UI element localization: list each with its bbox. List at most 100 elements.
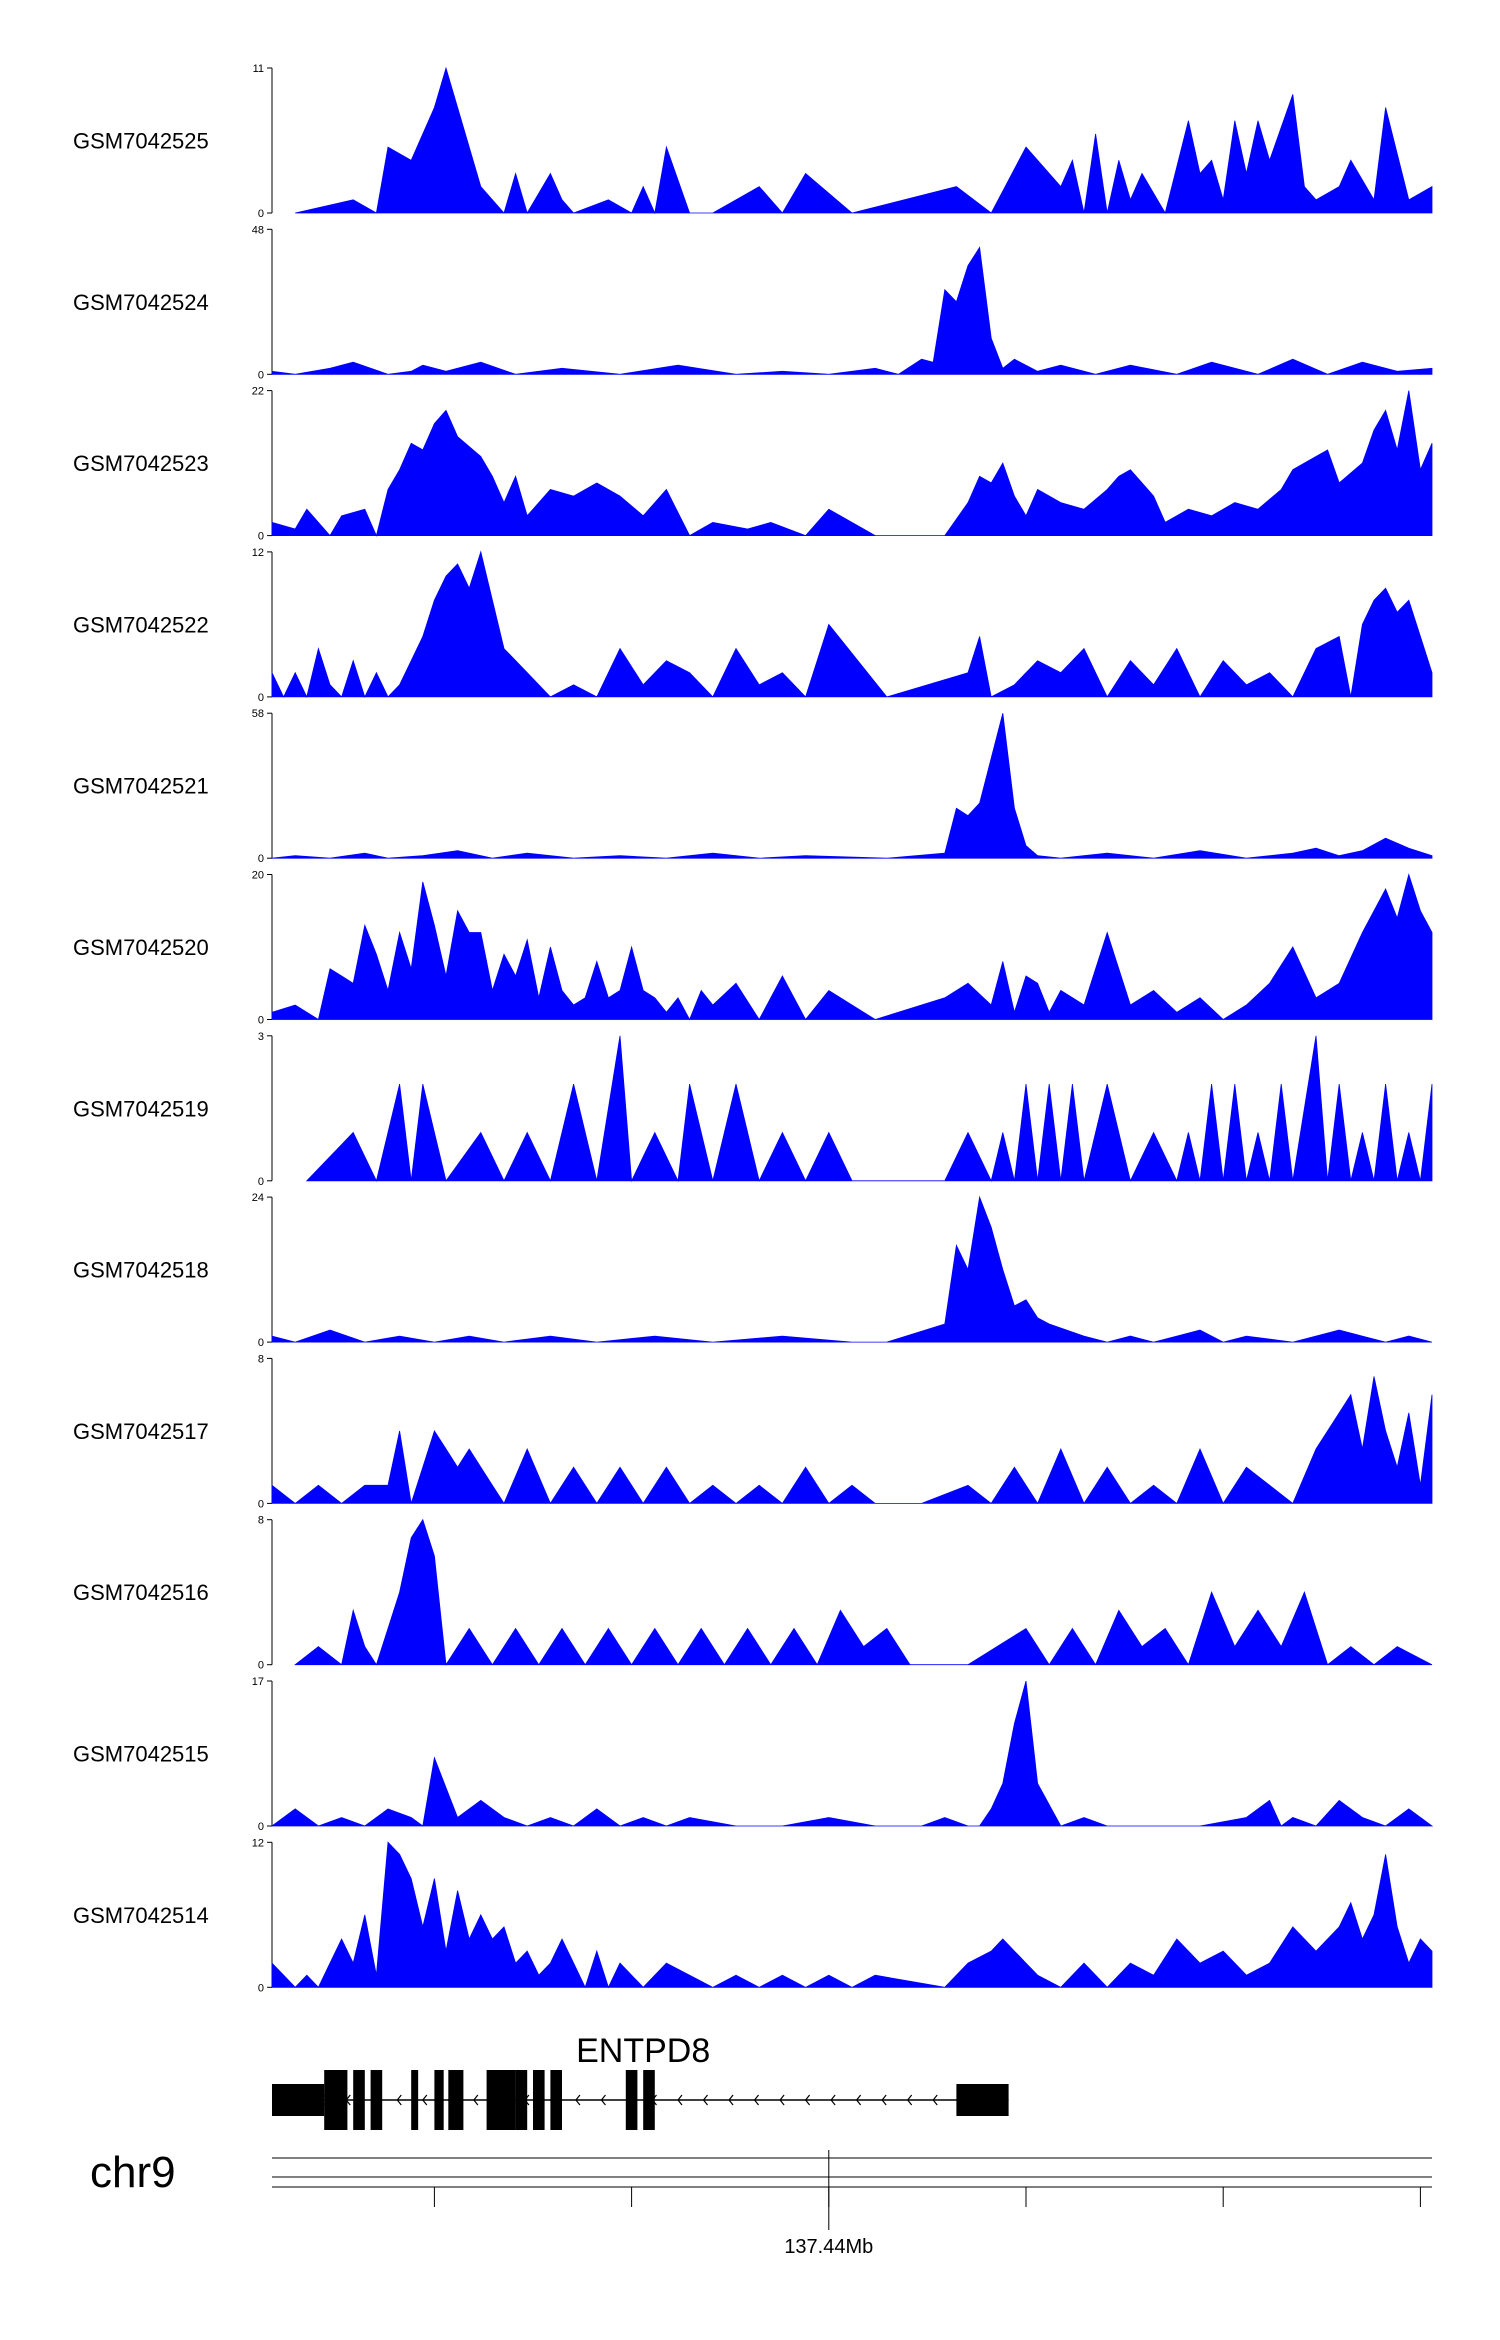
coverage-area (271, 713, 1433, 859)
ruler-ticks (433, 2150, 1421, 2230)
track-label: GSM7042516 (73, 1580, 209, 1605)
coverage-area (271, 246, 1433, 375)
track-GSM7042520: GSM7042520 20 0 (73, 870, 1433, 1027)
track-label: GSM7042514 (73, 1903, 209, 1928)
exon (486, 2070, 504, 2130)
track-GSM7042525: GSM7042525 11 0 (73, 63, 1433, 220)
gene-exons (272, 2070, 1009, 2130)
y-min-label: 0 (258, 1176, 264, 1188)
exon (324, 2070, 330, 2130)
track-GSM7042524: GSM7042524 48 0 (73, 224, 1433, 381)
y-max-label: 48 (252, 224, 264, 236)
track-label: GSM7042515 (73, 1742, 209, 1767)
track-GSM7042519: GSM7042519 3 0 (73, 1031, 1433, 1188)
track-GSM7042521: GSM7042521 58 0 (73, 708, 1433, 865)
strand-arrow (881, 2094, 887, 2106)
coverage-area (270, 1680, 1434, 1827)
track-GSM7042517: GSM7042517 8 0 (73, 1353, 1433, 1510)
chromosome-axis: chr9 137.44Mb (90, 2148, 1432, 2258)
track-label: GSM7042525 (73, 129, 209, 154)
strand-arrow (753, 2094, 760, 2106)
track-GSM7042522: GSM7042522 12 0 (73, 547, 1433, 704)
y-max-label: 17 (252, 1676, 264, 1688)
strand-arrow (728, 2094, 734, 2106)
coverage-area (271, 550, 1433, 699)
exon (625, 2070, 638, 2130)
exon (272, 2084, 325, 2116)
y-max-label: 8 (258, 1353, 264, 1365)
track-GSM7042515: GSM7042515 17 0 (73, 1676, 1434, 1833)
coverage-area (271, 390, 1433, 537)
coverage-area (271, 1195, 1433, 1343)
track-GSM7042523: GSM7042523 22 0 (73, 386, 1433, 543)
gene-name-label: ENTPD8 (576, 2032, 710, 2070)
strand-arrow (906, 2094, 913, 2106)
exon (330, 2070, 348, 2130)
coverage-area (294, 1518, 1433, 1666)
strand-arrow (855, 2094, 862, 2106)
track-GSM7042514: GSM7042514 12 0 (73, 1837, 1433, 1994)
exon (956, 2084, 1009, 2116)
exon (643, 2070, 655, 2130)
y-max-label: 8 (258, 1515, 264, 1527)
strand-arrow (422, 2094, 428, 2106)
strand-arrow (702, 2094, 708, 2106)
y-min-label: 0 (258, 369, 264, 381)
coverage-area (305, 1035, 1433, 1183)
track-GSM7042516: GSM7042516 8 0 (73, 1515, 1433, 1672)
y-max-label: 12 (252, 547, 264, 559)
coverage-area (271, 1376, 1433, 1505)
y-max-label: 58 (252, 708, 264, 720)
coverage-area (295, 66, 1433, 215)
track-GSM7042518: GSM7042518 24 0 (73, 1192, 1433, 1349)
y-max-label: 11 (253, 63, 264, 75)
strand-arrow (932, 2094, 938, 2106)
track-label: GSM7042519 (73, 1096, 209, 1121)
y-max-label: 24 (252, 1192, 264, 1204)
y-min-label: 0 (258, 208, 264, 220)
exon (504, 2070, 516, 2130)
track-label: GSM7042524 (73, 290, 209, 315)
strand-arrow (830, 2094, 836, 2106)
y-min-label: 0 (258, 853, 264, 865)
gene-track: ENTPD8 (272, 2032, 1009, 2130)
exon (434, 2070, 444, 2130)
y-min-label: 0 (258, 1982, 264, 1994)
strand-arrow (677, 2094, 683, 2106)
track-label: GSM7042520 (73, 935, 209, 960)
y-max-label: 20 (252, 870, 264, 882)
track-label: GSM7042522 (73, 612, 209, 637)
y-min-label: 0 (258, 1821, 264, 1833)
exon (515, 2070, 528, 2130)
y-min-label: 0 (258, 531, 264, 543)
y-max-label: 22 (252, 386, 264, 398)
exon (533, 2070, 545, 2130)
y-min-label: 0 (258, 1337, 264, 1349)
track-label: GSM7042523 (73, 451, 209, 476)
y-min-label: 0 (258, 1498, 264, 1510)
chromosome-label: chr9 (90, 2148, 176, 2197)
strand-arrow (600, 2094, 606, 2106)
track-label: GSM7042517 (73, 1419, 209, 1444)
exon (550, 2070, 562, 2130)
strand-arrow (575, 2094, 581, 2106)
track-label: GSM7042518 (73, 1258, 209, 1283)
strand-arrow (804, 2094, 811, 2106)
coverage-area (271, 1841, 1433, 1989)
coverage-tracks: GSM7042525110GSM7042524480GSM7042523220G… (73, 63, 1434, 1994)
strand-arrow (779, 2094, 785, 2106)
position-label: 137.44Mb (784, 2236, 873, 2258)
exon (370, 2070, 383, 2130)
strand-arrow (473, 2094, 479, 2106)
coverage-area (271, 873, 1433, 1021)
y-max-label: 3 (258, 1031, 264, 1043)
y-min-label: 0 (258, 1660, 264, 1672)
strand-arrow (396, 2094, 402, 2106)
y-min-label: 0 (258, 692, 264, 704)
track-label: GSM7042521 (73, 774, 209, 799)
exon (448, 2070, 464, 2130)
y-min-label: 0 (258, 1015, 264, 1027)
y-max-label: 12 (252, 1837, 264, 1849)
exon (353, 2070, 365, 2130)
